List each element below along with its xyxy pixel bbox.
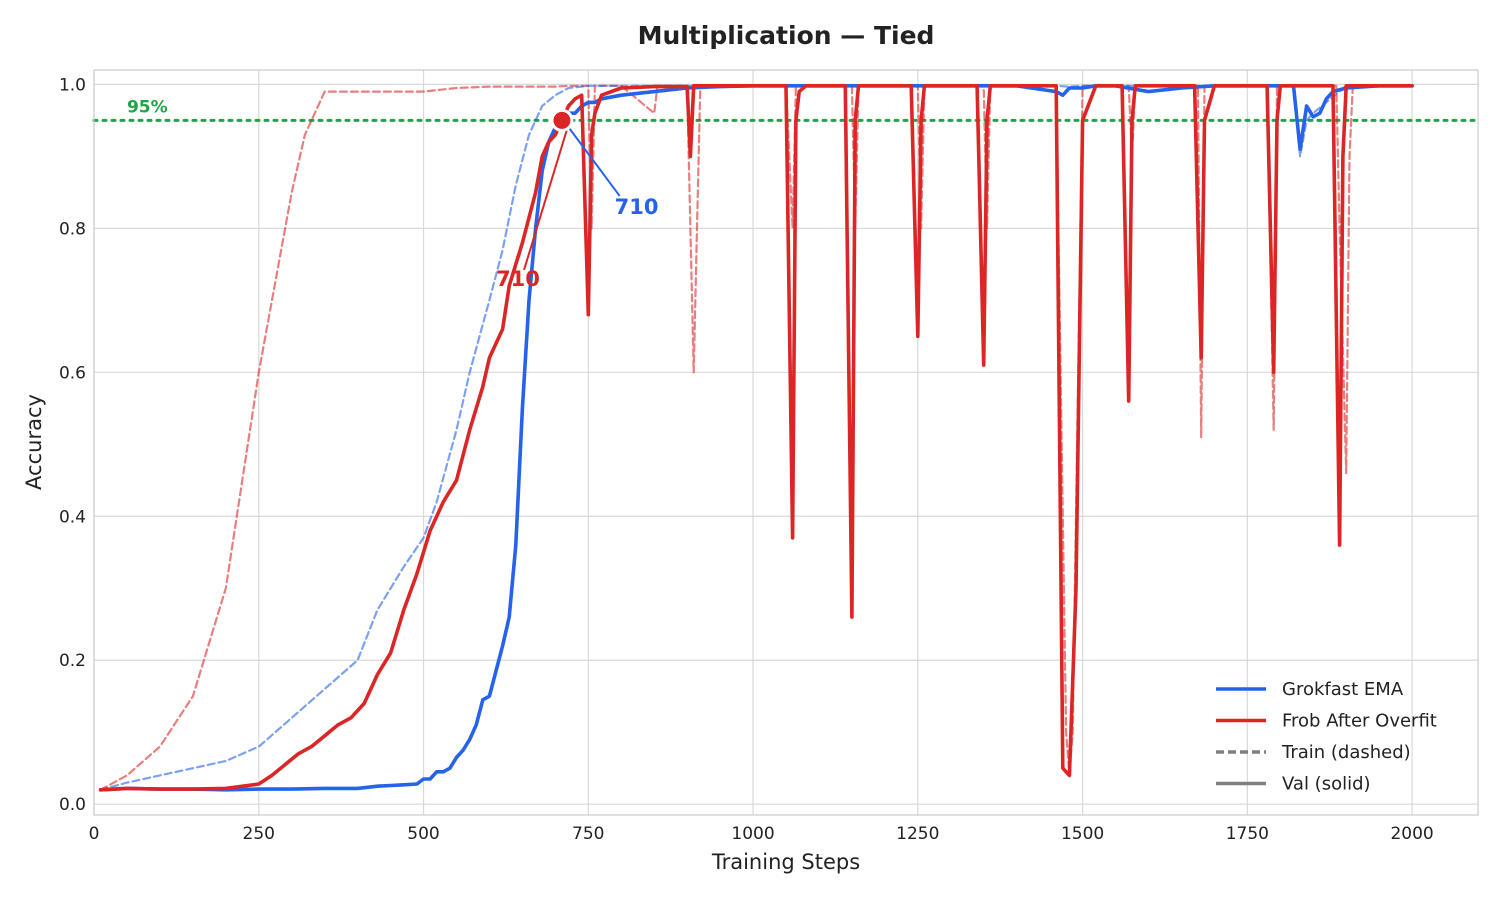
y-tick-label: 0.6 — [59, 363, 86, 383]
crossing-marker — [550, 108, 574, 132]
x-tick-label: 2000 — [1390, 824, 1433, 844]
annotations: 710 710 — [496, 108, 659, 291]
legend-label: Train (dashed) — [1281, 742, 1411, 763]
x-tick-label: 250 — [243, 824, 275, 844]
x-tick-label: 750 — [572, 824, 604, 844]
series-lines — [98, 84, 1414, 792]
x-axis-ticks: 0 250 500 750 1000 1250 1500 1750 2000 — [89, 824, 1434, 844]
x-tick-label: 1500 — [1061, 824, 1104, 844]
chart-title: Multiplication — Tied — [638, 21, 935, 50]
threshold-label: 95% — [127, 97, 168, 117]
annotation-label: 710 — [496, 267, 540, 291]
plot-frame — [93, 69, 1479, 816]
x-tick-label: 1750 — [1226, 824, 1269, 844]
legend-label: Val (solid) — [1282, 774, 1371, 795]
x-tick-label: 500 — [407, 824, 439, 844]
annotation-arrow — [523, 126, 569, 271]
y-tick-label: 0.8 — [59, 219, 86, 239]
y-tick-label: 0.4 — [59, 507, 86, 527]
annotation-label: 710 — [615, 195, 659, 219]
y-tick-label: 0.2 — [59, 651, 86, 671]
x-tick-label: 0 — [89, 824, 100, 844]
legend: Grokfast EMA Frob After Overfit Train (das… — [1216, 679, 1437, 795]
annotation-arrow — [567, 125, 621, 197]
x-axis-title: Training Steps — [711, 850, 860, 874]
y-tick-label: 0.0 — [59, 795, 86, 815]
legend-label: Grokfast EMA — [1282, 679, 1404, 700]
legend-label: Frob After Overfit — [1282, 711, 1437, 732]
y-tick-label: 1.0 — [59, 75, 86, 95]
frob-after-overfit-val-line — [98, 84, 1414, 792]
x-tick-label: 1250 — [896, 824, 939, 844]
y-axis-title: Accuracy — [22, 394, 46, 490]
x-tick-label: 1000 — [731, 824, 774, 844]
y-axis-ticks: 0.0 0.2 0.4 0.6 0.8 1.0 — [59, 75, 86, 815]
